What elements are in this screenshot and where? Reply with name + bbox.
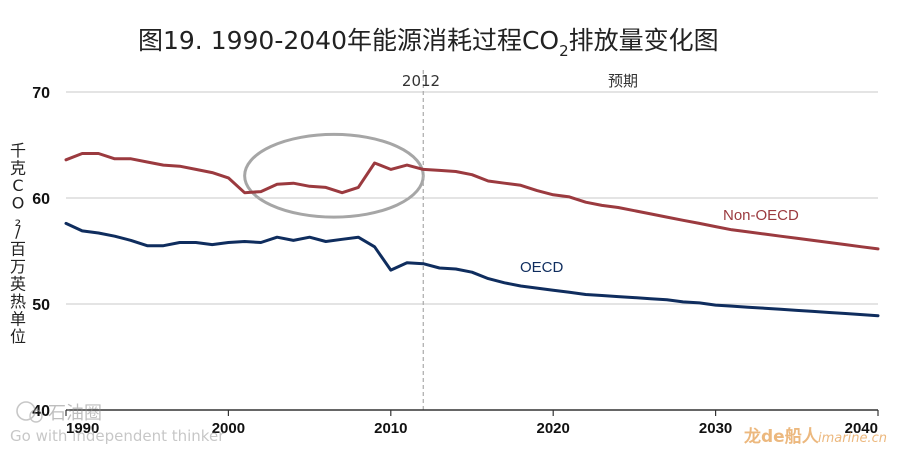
watermark-site-url: imarine.cn <box>818 431 887 446</box>
y-axis-label-char: 位 <box>10 327 26 346</box>
chart-title-suffix: 排放量变化图 <box>569 26 719 55</box>
y-tick-label-70: 70 <box>32 85 50 102</box>
y-axis-label-char: 英 <box>10 275 26 294</box>
gridlines <box>66 91 878 305</box>
x-tick-label-2020: 2020 <box>537 420 570 437</box>
watermark-tagline: Go with independent thinker <box>10 427 225 445</box>
watermark-logo: 石油圈 Go with independent thinker <box>10 401 225 445</box>
chart-title-subscript: 2 <box>559 42 569 60</box>
tick-labels: 40 50 60 70 1990 2000 2010 2020 2030 2040 <box>32 85 878 437</box>
chart-title: 图19. 1990-2040年能源消耗过程CO2排放量变化图 <box>138 26 719 60</box>
x-tick-label-2010: 2010 <box>374 420 407 437</box>
watermark-site: 龙de船人 imarine.cn <box>743 426 887 447</box>
y-axis-label-char: O <box>12 194 25 213</box>
y-axis-label-char: 克 <box>10 159 26 178</box>
wechat-icon <box>16 401 36 421</box>
y-axis-label-char: 千 <box>10 141 26 160</box>
watermark-logo-text: 石油圈 <box>48 403 102 424</box>
series-line-oecd <box>64 221 880 318</box>
series-label-non-oecd: Non-OECD <box>723 207 799 224</box>
series-lines <box>64 152 880 318</box>
x-tick-label-2000: 2000 <box>212 420 245 437</box>
highlight-region <box>243 132 425 219</box>
projection-year-label: 2012 <box>402 72 440 90</box>
x-tick-label-2040: 2040 <box>845 420 878 437</box>
y-axis-label-char: ₂ <box>15 211 21 230</box>
watermark-site-brand: 龙de船人 <box>743 426 820 447</box>
y-axis-label-char: / <box>15 222 21 241</box>
y-tick-label-60: 60 <box>32 191 50 208</box>
y-axis-label-char: 热 <box>10 292 26 311</box>
y-tick-label-40: 40 <box>32 403 50 420</box>
axes <box>65 409 879 416</box>
highlight-ellipse <box>243 132 425 219</box>
y-axis-label-char: 单 <box>10 310 26 329</box>
series-line-non-oecd <box>64 152 880 251</box>
x-tick-label-2030: 2030 <box>699 420 732 437</box>
y-tick-label-50: 50 <box>32 297 50 314</box>
series-label-oecd: OECD <box>520 259 564 276</box>
y-axis-label-char: 百 <box>10 240 26 259</box>
chart-title-main: 图19. 1990-2040年能源消耗过程CO <box>138 26 559 55</box>
wechat-icon-bubble <box>29 409 43 423</box>
projection-label: 预期 <box>608 72 638 90</box>
y-axis-label-char: C <box>12 176 23 195</box>
y-axis-label-char: 万 <box>10 257 26 276</box>
x-tick-label-1990: 1990 <box>66 420 99 437</box>
